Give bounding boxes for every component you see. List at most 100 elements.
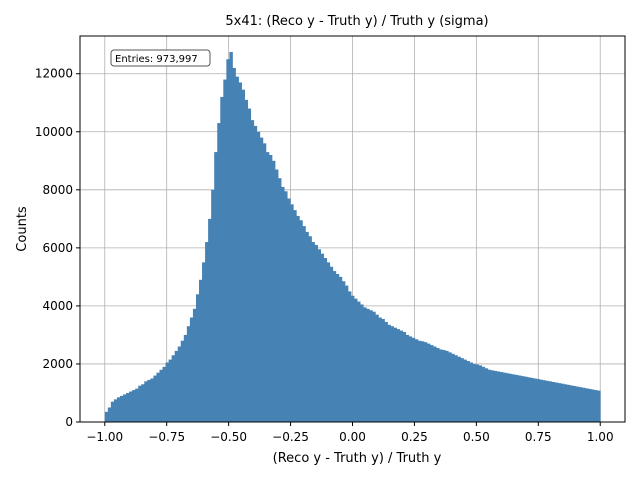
- histogram-bar: [569, 385, 574, 422]
- histogram-bar: [594, 390, 598, 422]
- histogram-bar: [138, 385, 142, 422]
- histogram-bar: [171, 355, 176, 422]
- x-tick-label: 1.00: [587, 430, 614, 444]
- histogram-bar: [235, 76, 239, 422]
- histogram-bar: [360, 304, 364, 422]
- x-tick-label: 0.50: [463, 430, 490, 444]
- histogram-bar: [433, 346, 437, 422]
- histogram-bar: [363, 307, 367, 422]
- histogram-bar: [220, 96, 224, 423]
- histogram-bar: [156, 372, 160, 422]
- histogram-bar: [487, 369, 492, 422]
- histogram-bar: [195, 294, 200, 422]
- histogram-bar: [557, 383, 562, 422]
- histogram-bar: [104, 411, 109, 422]
- histogram-bar: [402, 332, 407, 422]
- histogram-bar: [271, 160, 276, 422]
- histogram-bar: [387, 324, 391, 422]
- histogram-bar: [347, 291, 352, 422]
- histogram-bar: [545, 380, 549, 422]
- histogram-bar: [110, 401, 115, 422]
- histogram-bar: [144, 381, 148, 422]
- histogram-bar: [287, 198, 291, 422]
- histogram-bar: [423, 342, 428, 422]
- histogram-bar: [296, 215, 300, 422]
- histogram-bar: [189, 317, 194, 422]
- histogram-bar: [454, 355, 458, 422]
- histogram-bar: [463, 359, 467, 422]
- histogram-bar: [533, 378, 537, 422]
- histogram-bar: [274, 169, 279, 422]
- histogram-bar: [518, 375, 522, 422]
- histogram-bar: [293, 210, 297, 422]
- histogram-bar: [244, 99, 249, 423]
- histogram-bar: [119, 395, 124, 422]
- histogram-bar: [262, 143, 267, 422]
- histogram-bar: [572, 386, 577, 422]
- histogram-bar: [202, 262, 206, 422]
- x-tick-label: 0.25: [401, 430, 428, 444]
- histogram-bar: [366, 308, 370, 422]
- histogram-bar: [326, 262, 331, 422]
- chart-title: 5x41: (Reco y - Truth y) / Truth y (sigm…: [225, 14, 488, 29]
- entries-box-frame: [110, 49, 211, 67]
- x-tick-label: 0.75: [525, 430, 552, 444]
- y-tick-label: 0: [65, 415, 73, 429]
- histogram-bar: [135, 388, 139, 422]
- histogram-bar: [426, 343, 431, 422]
- histogram-bar: [150, 378, 154, 422]
- histogram-bar: [457, 356, 461, 422]
- histogram-bar: [539, 379, 543, 422]
- entries-box: Entries: 973,997: [110, 49, 211, 67]
- histogram-bar: [493, 370, 498, 422]
- histogram-bar: [174, 350, 179, 422]
- histogram-bar: [153, 375, 157, 422]
- histogram-bar: [496, 371, 501, 422]
- histogram-bar: [509, 373, 513, 422]
- histogram-bar: [442, 350, 446, 422]
- histogram-bar: [113, 399, 118, 422]
- histogram-bar: [116, 397, 121, 422]
- histogram-bar: [390, 326, 394, 422]
- histogram-bar: [505, 373, 510, 422]
- histogram-bar: [256, 131, 261, 423]
- histogram-bar: [481, 366, 486, 422]
- histogram-bar: [290, 204, 294, 422]
- histogram-bar: [211, 189, 215, 422]
- x-tick-label: −1.00: [86, 430, 123, 444]
- histogram-bar: [578, 387, 583, 422]
- histogram-bar: [399, 330, 404, 422]
- histogram-bar: [436, 347, 440, 422]
- histogram-bar: [278, 178, 282, 422]
- histogram-bar: [338, 276, 343, 422]
- histogram-bar: [281, 186, 285, 422]
- histogram-bar: [302, 226, 306, 422]
- histogram-bar: [475, 364, 480, 422]
- x-tick-label: −0.50: [210, 430, 247, 444]
- histogram-bar: [472, 363, 477, 422]
- histogram-bar: [320, 253, 325, 422]
- y-tick-label: 4000: [42, 299, 73, 313]
- histogram-bar: [384, 321, 388, 422]
- entries-label: Entries: 973,997: [115, 54, 198, 65]
- histogram-bar: [241, 89, 245, 423]
- histogram-bar: [490, 370, 495, 422]
- histogram-bar: [259, 137, 264, 422]
- y-tick-label: 10000: [35, 125, 73, 139]
- histogram-bar: [527, 377, 531, 422]
- histogram-bar: [268, 154, 273, 422]
- histogram-bar: [563, 384, 568, 422]
- y-tick-label: 2000: [42, 357, 73, 371]
- histogram-bar: [229, 51, 233, 423]
- histogram-bar: [536, 379, 540, 422]
- histogram-bar: [597, 390, 601, 422]
- histogram-bar: [299, 220, 303, 422]
- histogram-bar: [393, 327, 397, 422]
- histogram-bar: [445, 350, 449, 422]
- histogram-bar: [217, 123, 221, 422]
- histogram-bar: [350, 295, 355, 422]
- histogram-bar: [168, 359, 173, 422]
- histogram-bar: [484, 368, 489, 422]
- y-tick-label: 6000: [42, 241, 73, 255]
- histogram-bar: [439, 349, 443, 422]
